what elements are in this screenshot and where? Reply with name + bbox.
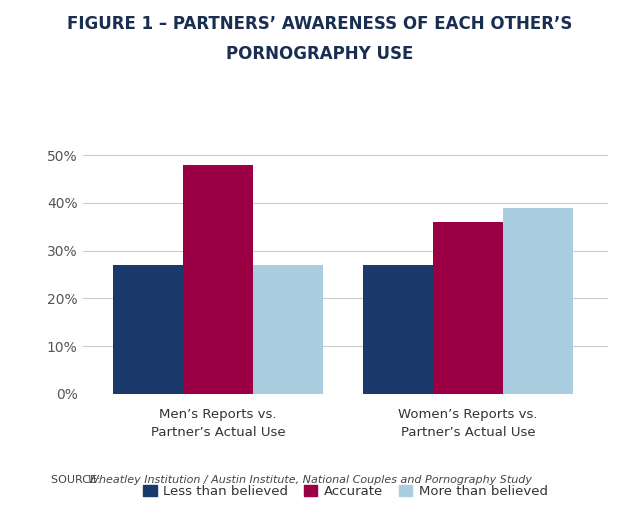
Bar: [113, 265, 183, 394]
Text: Wheatley Institution / Austin Institute, National Couples and Pornography Study: Wheatley Institution / Austin Institute,…: [88, 475, 532, 485]
Text: FIGURE 1 – PARTNERS’ AWARENESS OF EACH OTHER’S: FIGURE 1 – PARTNERS’ AWARENESS OF EACH O…: [67, 15, 573, 33]
Bar: [183, 165, 253, 394]
Bar: [433, 222, 503, 394]
Bar: [503, 208, 573, 394]
Bar: [363, 265, 433, 394]
Legend: Less than believed, Accurate, More than believed: Less than believed, Accurate, More than …: [138, 479, 553, 503]
Text: SOURCE:: SOURCE:: [51, 475, 104, 485]
Text: PORNOGRAPHY USE: PORNOGRAPHY USE: [227, 45, 413, 64]
Bar: [253, 265, 323, 394]
